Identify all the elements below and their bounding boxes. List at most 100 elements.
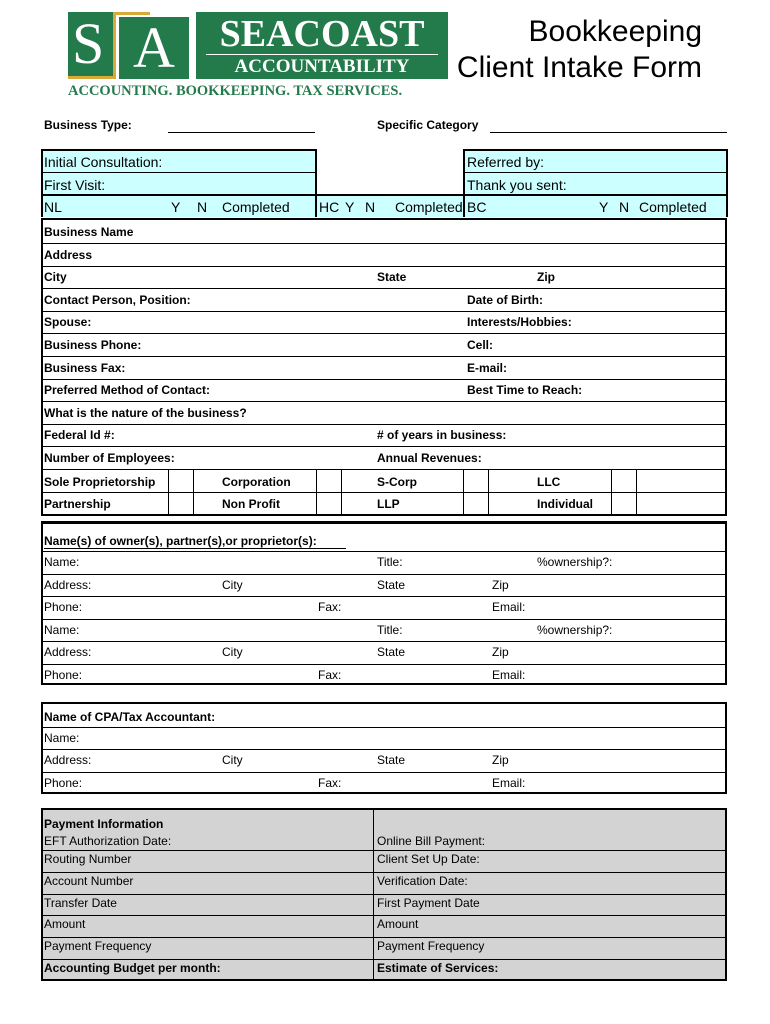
- business-name-field-0[interactable]: Business Name: [44, 225, 134, 239]
- city-state-zip-field-1[interactable]: State: [377, 270, 407, 285]
- payment-left-field[interactable]: Payment Frequency: [44, 939, 152, 954]
- initial-consultation-label: Initial Consultation:: [44, 154, 163, 170]
- status-yes-option[interactable]: Y: [599, 199, 609, 215]
- row-divider: [41, 727, 727, 728]
- row-divider: [41, 469, 727, 470]
- entity-type-checkbox[interactable]: [611, 492, 637, 514]
- cpa-field[interactable]: Address:: [44, 753, 92, 768]
- cpa-field[interactable]: Phone:: [44, 775, 83, 790]
- federal-id-field-0[interactable]: Federal Id #:: [44, 428, 115, 443]
- spouse-field-1[interactable]: Interests/Hobbies:: [467, 315, 572, 330]
- entity-type-label: LLP: [377, 497, 400, 511]
- contact-person-field-0[interactable]: Contact Person, Position:: [44, 292, 191, 307]
- business-fax-field-1[interactable]: E-mail:: [467, 360, 508, 375]
- owner-field[interactable]: Address:: [44, 577, 92, 592]
- owner-field[interactable]: Address:: [44, 645, 92, 659]
- cpa-field[interactable]: Email:: [492, 775, 526, 790]
- owner-field[interactable]: City: [222, 577, 243, 592]
- logo-tagline: ACCOUNTING. BOOKKEEPING. TAX SERVICES.: [68, 83, 403, 99]
- status-row-3: [41, 195, 727, 217]
- row-divider: [41, 959, 727, 960]
- owner-field[interactable]: City: [222, 645, 243, 659]
- cpa-field[interactable]: State: [377, 753, 406, 768]
- payment-left-field[interactable]: Transfer Date: [44, 895, 117, 910]
- owner-field[interactable]: Fax:: [318, 667, 342, 682]
- payment-right-field[interactable]: Payment Frequency: [377, 939, 485, 954]
- contact-person-field-1[interactable]: Date of Birth:: [467, 292, 543, 307]
- business-phone-field-1[interactable]: Cell:: [467, 338, 494, 352]
- cpa-heading: Name of CPA/Tax Accountant:: [44, 710, 216, 724]
- business-phone-field-0[interactable]: Business Phone:: [44, 338, 142, 352]
- payment-right-field[interactable]: First Payment Date: [377, 895, 480, 910]
- business-nature-field-0[interactable]: What is the nature of the business?: [44, 405, 247, 420]
- cpa-field[interactable]: Fax:: [318, 775, 342, 790]
- address-field-0[interactable]: Address: [44, 247, 93, 262]
- payment-left-field[interactable]: Routing Number: [44, 852, 132, 866]
- status-no-option[interactable]: N: [619, 199, 630, 215]
- payment-left-field[interactable]: Account Number: [44, 873, 134, 888]
- payment-left-field[interactable]: Accounting Budget per month:: [44, 961, 221, 975]
- owner-field[interactable]: Title:: [377, 622, 403, 637]
- owner-field[interactable]: Phone:: [44, 667, 83, 682]
- row-divider: [41, 663, 727, 665]
- row-divider: [41, 265, 727, 267]
- owners-heading: Name(s) of owner(s), partner(s),or propr…: [44, 534, 317, 548]
- entity-type-checkbox[interactable]: [463, 492, 489, 514]
- payment-heading: Payment Information: [44, 817, 164, 831]
- owner-field[interactable]: Name:: [44, 622, 80, 637]
- entity-type-checkbox[interactable]: [316, 492, 342, 514]
- status-no-option[interactable]: N: [197, 199, 208, 215]
- preferred-contact-field-1[interactable]: Best Time to Reach:: [467, 383, 583, 398]
- business-fax-field-0[interactable]: Business Fax:: [44, 360, 126, 375]
- cpa-field[interactable]: Zip: [492, 753, 509, 768]
- line: [41, 149, 316, 151]
- entity-type-checkbox[interactable]: [611, 470, 637, 492]
- status-no-option[interactable]: N: [365, 199, 376, 215]
- entity-type-checkbox[interactable]: [168, 492, 194, 514]
- row-divider: [41, 850, 727, 851]
- payment-right-field[interactable]: Online Bill Payment:: [377, 834, 486, 848]
- specific-category-label: Specific Category: [377, 118, 479, 132]
- payment-left-field[interactable]: Amount: [44, 917, 86, 932]
- heading-underline: [44, 548, 346, 549]
- row-divider: [41, 937, 727, 939]
- owner-field[interactable]: Fax:: [318, 600, 342, 614]
- business-type-input[interactable]: [168, 132, 315, 133]
- owner-field[interactable]: Zip: [492, 645, 509, 659]
- preferred-contact-field-0[interactable]: Preferred Method of Contact:: [44, 383, 211, 398]
- entity-type-checkbox[interactable]: [316, 470, 342, 492]
- owner-field[interactable]: State: [377, 645, 406, 659]
- status-completed-label: Completed: [222, 199, 290, 215]
- entity-type-checkbox[interactable]: [463, 470, 489, 492]
- owner-field[interactable]: %ownership?:: [537, 622, 613, 637]
- employees-field-1[interactable]: Annual Revenues:: [377, 451, 482, 465]
- payment-right-field[interactable]: Client Set Up Date:: [377, 852, 480, 866]
- row-divider: [41, 492, 727, 493]
- spouse-field-0[interactable]: Spouse:: [44, 315, 92, 330]
- status-yes-option[interactable]: Y: [345, 199, 355, 215]
- owner-field[interactable]: %ownership?:: [537, 555, 613, 569]
- entity-type-checkbox[interactable]: [168, 470, 194, 492]
- federal-id-field-1[interactable]: # of years in business:: [377, 428, 507, 443]
- employees-field-0[interactable]: Number of Employees:: [44, 451, 175, 465]
- payment-right-field[interactable]: Estimate of Services:: [377, 961, 499, 975]
- city-state-zip-field-2[interactable]: Zip: [537, 270, 555, 285]
- payment-right-field[interactable]: Amount: [377, 917, 419, 932]
- cpa-field[interactable]: Name:: [44, 731, 80, 745]
- specific-category-input[interactable]: [490, 132, 727, 133]
- entity-type-label: Corporation: [222, 475, 291, 489]
- owner-field[interactable]: Email:: [492, 667, 526, 682]
- owner-field[interactable]: Email:: [492, 600, 526, 614]
- status-yes-option[interactable]: Y: [171, 199, 181, 215]
- city-state-zip-field-0[interactable]: City: [44, 270, 67, 285]
- row-divider: [41, 243, 727, 244]
- owner-field[interactable]: Name:: [44, 555, 80, 569]
- title-line-1: Bookkeeping: [528, 15, 702, 48]
- payment-right-field[interactable]: Verification Date:: [377, 873, 468, 888]
- cpa-field[interactable]: City: [222, 753, 243, 768]
- owner-field[interactable]: Phone:: [44, 600, 83, 614]
- owner-field[interactable]: Zip: [492, 577, 509, 592]
- owner-field[interactable]: State: [377, 577, 406, 592]
- owner-field[interactable]: Title:: [377, 555, 403, 569]
- payment-left-field[interactable]: EFT Authorization Date:: [44, 834, 172, 848]
